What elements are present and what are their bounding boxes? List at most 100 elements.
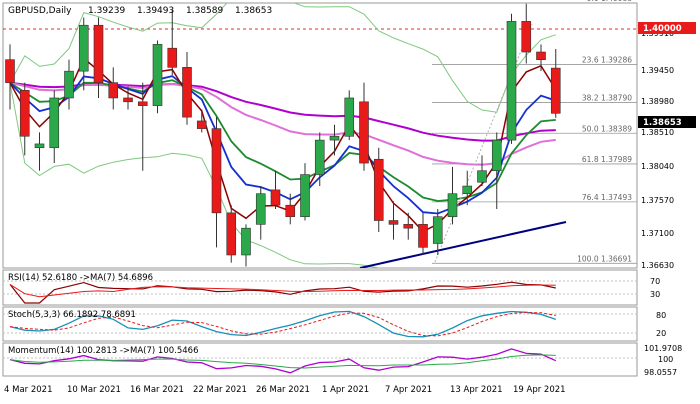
candle	[536, 44, 546, 72]
price-tick: 1.37100	[641, 229, 674, 238]
candle	[182, 52, 192, 125]
candle	[255, 186, 266, 240]
candle-body	[432, 216, 443, 244]
candle-body	[196, 120, 207, 129]
time-axis[interactable]: 4 Mar 2021 10 Mar 2021 16 Mar 2021 22 Ma…	[4, 385, 566, 395]
candle-body	[270, 189, 281, 206]
candle-body	[403, 224, 414, 229]
candle-body	[373, 158, 384, 221]
rsi-label: RSI(14) 52.6180 ->MA(7) 54.6896	[8, 273, 153, 283]
candle-body	[491, 139, 502, 172]
stoch-k-line	[9, 310, 557, 338]
fibonacci-levels: 0.0 1.40088 23.6 1.39286 38.2 1.38790 50.0 …	[432, 0, 637, 264]
stoch-tick: 80	[656, 311, 666, 320]
momentum-tick: 100	[658, 355, 673, 364]
candle	[285, 193, 296, 225]
price-tick: 1.36630	[641, 261, 674, 270]
ma-30-line	[9, 81, 556, 166]
fib-level-label: 61.8 1.37989	[582, 155, 632, 164]
candle-body	[152, 44, 163, 106]
price-axis[interactable]: 1.39910 1.39450 1.38980 1.38510 1.38040 …	[641, 29, 674, 270]
current-price-badge	[638, 116, 696, 128]
candle-body	[536, 51, 546, 60]
bollinger-lower	[9, 82, 380, 268]
candle	[78, 17, 89, 91]
candle	[388, 201, 399, 240]
candle	[211, 117, 222, 248]
candle	[447, 166, 458, 225]
candle-body	[167, 47, 178, 68]
rsi-line	[9, 281, 556, 304]
candle-body	[93, 24, 104, 83]
fib-level-label: 100.0 1.36691	[577, 254, 632, 263]
candle-body	[137, 101, 148, 106]
date-tick: 22 Mar 2021	[193, 385, 247, 395]
stoch-tick: 20	[656, 329, 666, 338]
ohlc-high: 1.39493	[137, 6, 174, 16]
candle-body	[462, 185, 473, 195]
candle-body	[388, 220, 399, 225]
stoch-label: Stoch(5,3,3) 66.1892 78.6891	[8, 310, 136, 320]
level-price-badge	[638, 22, 696, 34]
candle	[152, 40, 163, 114]
date-tick: 16 Mar 2021	[130, 385, 184, 395]
candle-body	[359, 101, 369, 164]
momentum-label: Momentum(14) 100.2813 ->MA(7) 100.5466	[8, 346, 198, 356]
candle	[300, 163, 310, 221]
trendline	[359, 221, 567, 268]
candle-body	[182, 67, 192, 118]
price-tick: 1.38980	[641, 97, 674, 106]
candle	[64, 59, 74, 110]
candle	[226, 205, 237, 263]
candle	[34, 132, 45, 171]
candle	[314, 132, 325, 187]
fib-level-label: 76.4 1.37493	[582, 193, 632, 202]
candle	[506, 13, 517, 144]
candle	[108, 67, 119, 110]
candle	[550, 48, 561, 118]
candle	[344, 90, 355, 141]
candle-body	[314, 139, 325, 175]
stoch-d-line	[9, 311, 556, 337]
candle	[270, 170, 281, 210]
candle-body	[49, 97, 60, 149]
candle	[93, 17, 104, 98]
momentum-ma-line	[9, 354, 556, 369]
candle	[241, 224, 251, 267]
candlesticks[interactable]	[5, 3, 561, 267]
candle	[19, 82, 30, 156]
candle-body	[344, 97, 355, 137]
candle	[521, 3, 532, 64]
price-tick: 1.37570	[641, 196, 674, 205]
candle-body	[226, 212, 237, 256]
candle	[477, 155, 487, 187]
rsi-panel-frame	[2, 269, 638, 306]
main-panel-frame	[2, 2, 638, 269]
candle	[359, 82, 369, 171]
ohlc-close: 1.38653	[235, 6, 272, 16]
ohlc-readout: 1.39239 1.39493 1.38589 1.38653	[88, 6, 272, 16]
candle-body	[300, 174, 310, 217]
price-tick: 1.38510	[641, 128, 674, 137]
rsi-tick: 70	[650, 277, 660, 286]
momentum-tick: 101.9708	[644, 344, 682, 353]
candle	[167, 9, 178, 75]
fib-level-label: 50.0 1.38389	[582, 124, 632, 133]
date-tick: 10 Mar 2021	[67, 385, 121, 395]
candle	[137, 82, 148, 171]
candle	[491, 132, 502, 210]
candle-body	[418, 224, 428, 248]
rsi-tick: 30	[650, 290, 660, 299]
candle	[123, 86, 133, 110]
ohlc-low: 1.38589	[186, 6, 223, 16]
candle-body	[521, 21, 532, 53]
date-tick: 1 Apr 2021	[322, 385, 369, 395]
candle-body	[255, 193, 266, 225]
candle-body	[241, 227, 251, 256]
momentum-tick: 98.0557	[644, 368, 677, 377]
fib-trend-connector	[434, 23, 533, 263]
candle	[462, 170, 473, 206]
candle-body	[108, 82, 119, 99]
